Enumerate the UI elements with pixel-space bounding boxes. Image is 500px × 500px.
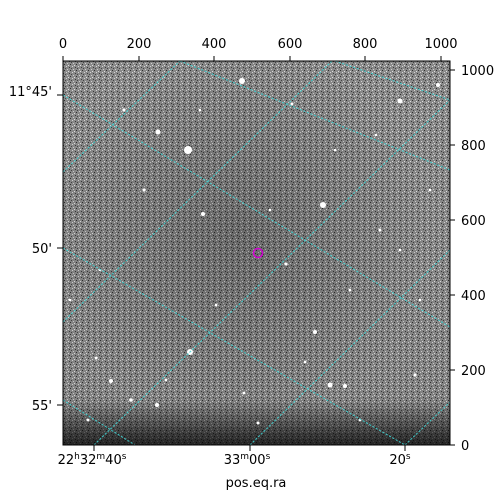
star: [418, 298, 422, 302]
star: [201, 212, 205, 216]
dec-axis: 11°45' 50' 55': [9, 85, 63, 414]
grid-line: [63, 247, 406, 445]
star: [398, 248, 402, 252]
star: [320, 202, 326, 208]
ra-tick-label: 20s: [389, 452, 411, 468]
star: [327, 382, 333, 388]
ra-tick-label: 22h32m40s: [58, 452, 127, 468]
top-tick-label: 400: [202, 37, 227, 52]
star: [374, 133, 378, 137]
x-axis-title: pos.eq.ra: [226, 476, 287, 491]
star: [333, 148, 337, 152]
star: [239, 78, 245, 84]
right-tick-label: 800: [461, 139, 486, 154]
dec-tick-label: 55': [32, 399, 52, 414]
star: [86, 418, 90, 422]
grid-line: [404, 401, 450, 445]
right-tick-label: 600: [461, 214, 486, 229]
star: [428, 188, 432, 192]
top-tick-label: 0: [59, 37, 67, 52]
star: [242, 391, 246, 395]
dec-tick-label: 50': [32, 242, 52, 257]
star: [122, 108, 126, 112]
star-field: [68, 78, 440, 425]
right-tick-label: 400: [461, 289, 486, 304]
right-tick-label: 0: [461, 439, 469, 454]
grid-line: [63, 61, 181, 173]
image-panel: [63, 61, 450, 445]
top-tick-label: 600: [278, 37, 303, 52]
grid-line: [63, 399, 136, 445]
star: [155, 129, 161, 135]
star: [198, 108, 202, 112]
star: [155, 403, 159, 407]
grid-line: [249, 249, 450, 445]
star: [413, 373, 417, 377]
top-tick-label: 200: [127, 37, 152, 52]
top-axis: 0 200 400 600 800 1000: [59, 37, 458, 61]
image-frame: [62, 60, 451, 446]
star: [94, 356, 98, 360]
star: [256, 421, 260, 425]
ra-axis: 22h32m40s 33m00s 20s pos.eq.ra: [58, 445, 411, 491]
star: [348, 288, 352, 292]
star: [129, 398, 133, 402]
star: [284, 262, 288, 266]
star: [313, 330, 317, 334]
top-tick-label: 800: [353, 37, 378, 52]
star: [343, 384, 347, 388]
star: [397, 98, 403, 104]
star: [214, 303, 218, 307]
target-circle-icon: [252, 247, 264, 259]
star: [184, 146, 192, 154]
star: [109, 379, 113, 383]
right-axis: 0 200 400 600 800 1000: [450, 64, 494, 454]
star: [290, 102, 294, 106]
grid-line: [93, 99, 450, 445]
star: [303, 360, 307, 364]
grid-line: [63, 94, 450, 328]
right-tick-label: 1000: [461, 64, 494, 79]
star: [378, 228, 382, 232]
star: [68, 298, 72, 302]
right-tick-label: 200: [461, 364, 486, 379]
grid-line: [334, 61, 450, 101]
dec-tick-label: 11°45': [9, 85, 52, 100]
star: [142, 188, 146, 192]
grid-line: [179, 61, 450, 171]
wcs-grid: [63, 61, 450, 445]
ra-tick-label: 33m00s: [224, 452, 271, 468]
star: [268, 208, 272, 212]
star: [436, 83, 440, 87]
sky-bottom-shade: [63, 61, 450, 445]
top-tick-label: 1000: [424, 37, 457, 52]
star: [164, 378, 168, 382]
